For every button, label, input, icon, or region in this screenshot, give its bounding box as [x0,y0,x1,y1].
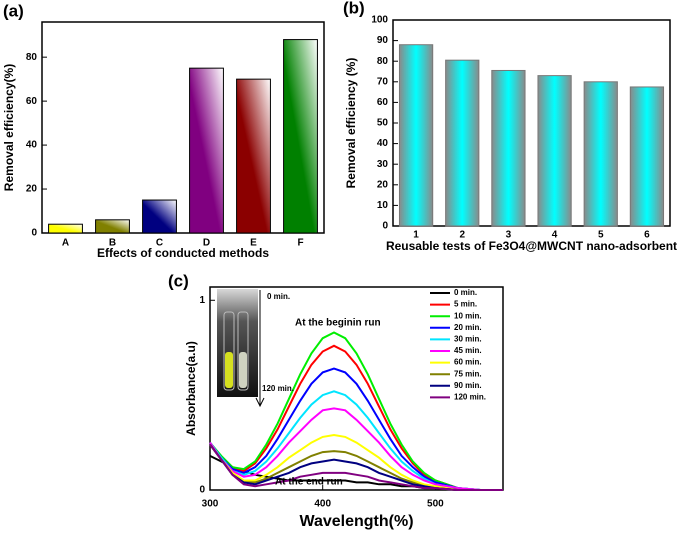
y-tick-label: 80 [377,56,389,67]
y-tick-label: 30 [377,159,389,170]
y-tick-label: 80 [26,52,38,63]
annotation: 0 min. [267,292,290,301]
y-axis-label: Absorbance(a.u) [184,341,198,436]
panel-title: (b) [343,0,365,17]
legend-label: 30 min. [454,335,482,344]
inset-photo [217,289,265,408]
legend-label: 0 min. [454,288,477,297]
spectrum-line [209,443,503,491]
y-tick-label: 20 [377,179,389,190]
spectrum-line [209,390,503,491]
bar [629,86,665,227]
x-tick-label: A [62,238,69,249]
legend-label: 45 min. [454,346,482,355]
y-tick-label: 60 [26,96,38,107]
y-axis-label: Removal efficiency(%) [2,64,16,191]
x-tick-label: 500 [427,499,444,510]
annotation: At the beginin run [295,318,381,329]
y-tick-label: 20 [26,184,38,195]
x-tick-label: 6 [644,230,650,241]
spectrum-line [209,433,503,491]
legend-label: 120 min. [454,393,486,402]
x-tick-label: 2 [459,230,465,241]
x-tick-label: C [156,238,163,249]
x-tick-label: B [109,238,116,249]
bar [95,219,130,234]
y-tick-label: 0 [31,228,37,239]
bar [537,75,572,227]
y-tick-label: 90 [377,35,389,46]
x-tick-label: 300 [202,499,219,510]
x-tick-label: 1 [413,230,419,241]
legend-label: 60 min. [454,358,482,367]
x-axis-label: Effects of conducted methods [97,246,269,260]
bar [142,199,177,234]
bar [189,67,224,234]
plot-frame [209,286,504,491]
plot-frame [392,19,671,227]
legend-label: 75 min. [454,369,482,378]
spectrum-line [209,367,503,491]
x-tick-label: 400 [314,499,331,510]
bar [583,81,618,227]
y-tick-label: 70 [377,76,389,87]
spectrum-line [209,443,503,491]
y-tick-label: 1 [199,295,205,306]
spectrum-line [209,344,503,491]
bar [48,223,83,234]
y-tick-label: 40 [377,138,389,149]
y-tick-label: 60 [377,97,389,108]
panel-title: (a) [3,1,24,20]
spectrum-line [209,331,503,491]
x-axis-label: Wavelength(%) [299,513,413,530]
x-tick-label: 5 [598,230,604,241]
plot-frame [41,21,325,234]
annotation: 120 min. [262,384,294,393]
x-tick-label: E [250,238,257,249]
panel-title: (c) [168,271,189,290]
bar [398,44,434,227]
y-tick-label: 0 [199,485,205,496]
bar [236,78,271,234]
y-tick-label: 50 [377,118,389,129]
y-tick-label: 0 [382,221,388,232]
bar [491,69,526,227]
bar [445,59,480,227]
y-tick-label: 10 [377,200,389,211]
y-tick-label: 100 [371,15,388,26]
x-axis-label: Reusable tests of Fe3O4@MWCNT nano-adsor… [386,239,677,253]
legend-label: 10 min. [454,311,482,320]
y-tick-label: 40 [26,140,38,151]
spectrum-line [209,407,503,491]
x-tick-label: F [297,238,303,249]
legend-label: 5 min. [454,300,477,309]
x-tick-label: D [203,238,210,249]
legend-label: 90 min. [454,381,482,390]
x-tick-label: 3 [506,230,512,241]
legend-label: 20 min. [454,323,482,332]
annotation: At the end run [275,477,343,488]
bar [283,39,318,234]
y-axis-label: Removal efficiency (%) [344,58,358,189]
x-tick-label: 4 [552,230,558,241]
